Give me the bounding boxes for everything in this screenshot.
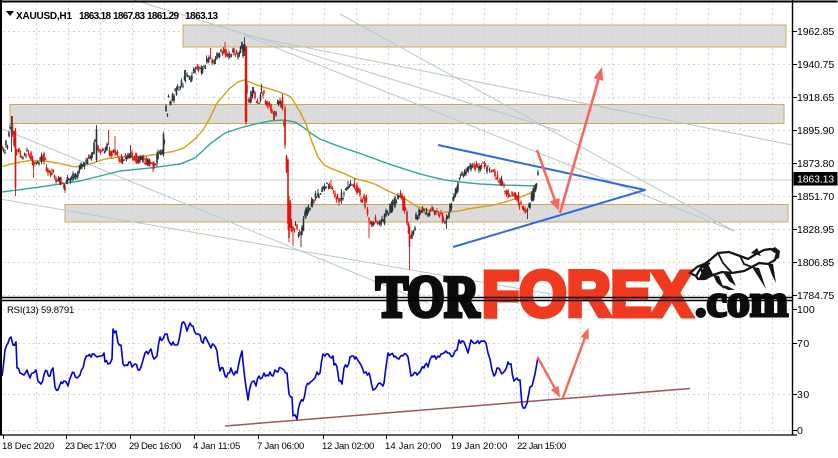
svg-text:TOR: TOR — [376, 264, 480, 329]
svg-text:XAUUSD,H1: XAUUSD,H1 — [16, 11, 72, 22]
svg-text:1918.65: 1918.65 — [797, 92, 834, 104]
svg-text:1962.85: 1962.85 — [797, 26, 834, 38]
svg-text:19 Jan 20:00: 19 Jan 20:00 — [451, 441, 507, 452]
svg-text:7 Jan 06:00: 7 Jan 06:00 — [257, 441, 304, 452]
svg-text:70: 70 — [797, 338, 809, 350]
svg-text:1861.29: 1861.29 — [147, 11, 179, 22]
svg-text:1867.83: 1867.83 — [113, 11, 145, 22]
svg-text:18 Dec 2020: 18 Dec 2020 — [2, 441, 54, 452]
svg-text:14 Jan 20:00: 14 Jan 20:00 — [385, 441, 441, 452]
svg-text:30: 30 — [797, 389, 809, 401]
svg-text:RSI(13) 59.8791: RSI(13) 59.8791 — [7, 305, 74, 316]
svg-text:100: 100 — [797, 304, 815, 316]
svg-text:1873.80: 1873.80 — [797, 158, 834, 170]
svg-text:22 Jan 15:00: 22 Jan 15:00 — [517, 441, 566, 452]
svg-text:1863.13: 1863.13 — [797, 174, 834, 186]
svg-text:1806.85: 1806.85 — [797, 257, 834, 269]
svg-text:1784.75: 1784.75 — [797, 290, 834, 302]
svg-text:12 Jan 02:00: 12 Jan 02:00 — [322, 441, 374, 452]
svg-text:1863.13: 1863.13 — [185, 11, 218, 22]
svg-text:1828.95: 1828.95 — [797, 224, 834, 236]
svg-text:1851.70: 1851.70 — [797, 191, 834, 203]
svg-text:0: 0 — [797, 425, 803, 437]
svg-text:FOREX: FOREX — [482, 258, 692, 330]
svg-text:23 Dec 17:00: 23 Dec 17:00 — [65, 441, 116, 452]
svg-text:1895.90: 1895.90 — [797, 125, 834, 137]
svg-text:29 Dec 16:00: 29 Dec 16:00 — [129, 441, 181, 452]
svg-text:4 Jan 11:05: 4 Jan 11:05 — [193, 441, 240, 452]
svg-text:1863.18: 1863.18 — [79, 11, 111, 22]
svg-text:1940.75: 1940.75 — [797, 59, 834, 71]
